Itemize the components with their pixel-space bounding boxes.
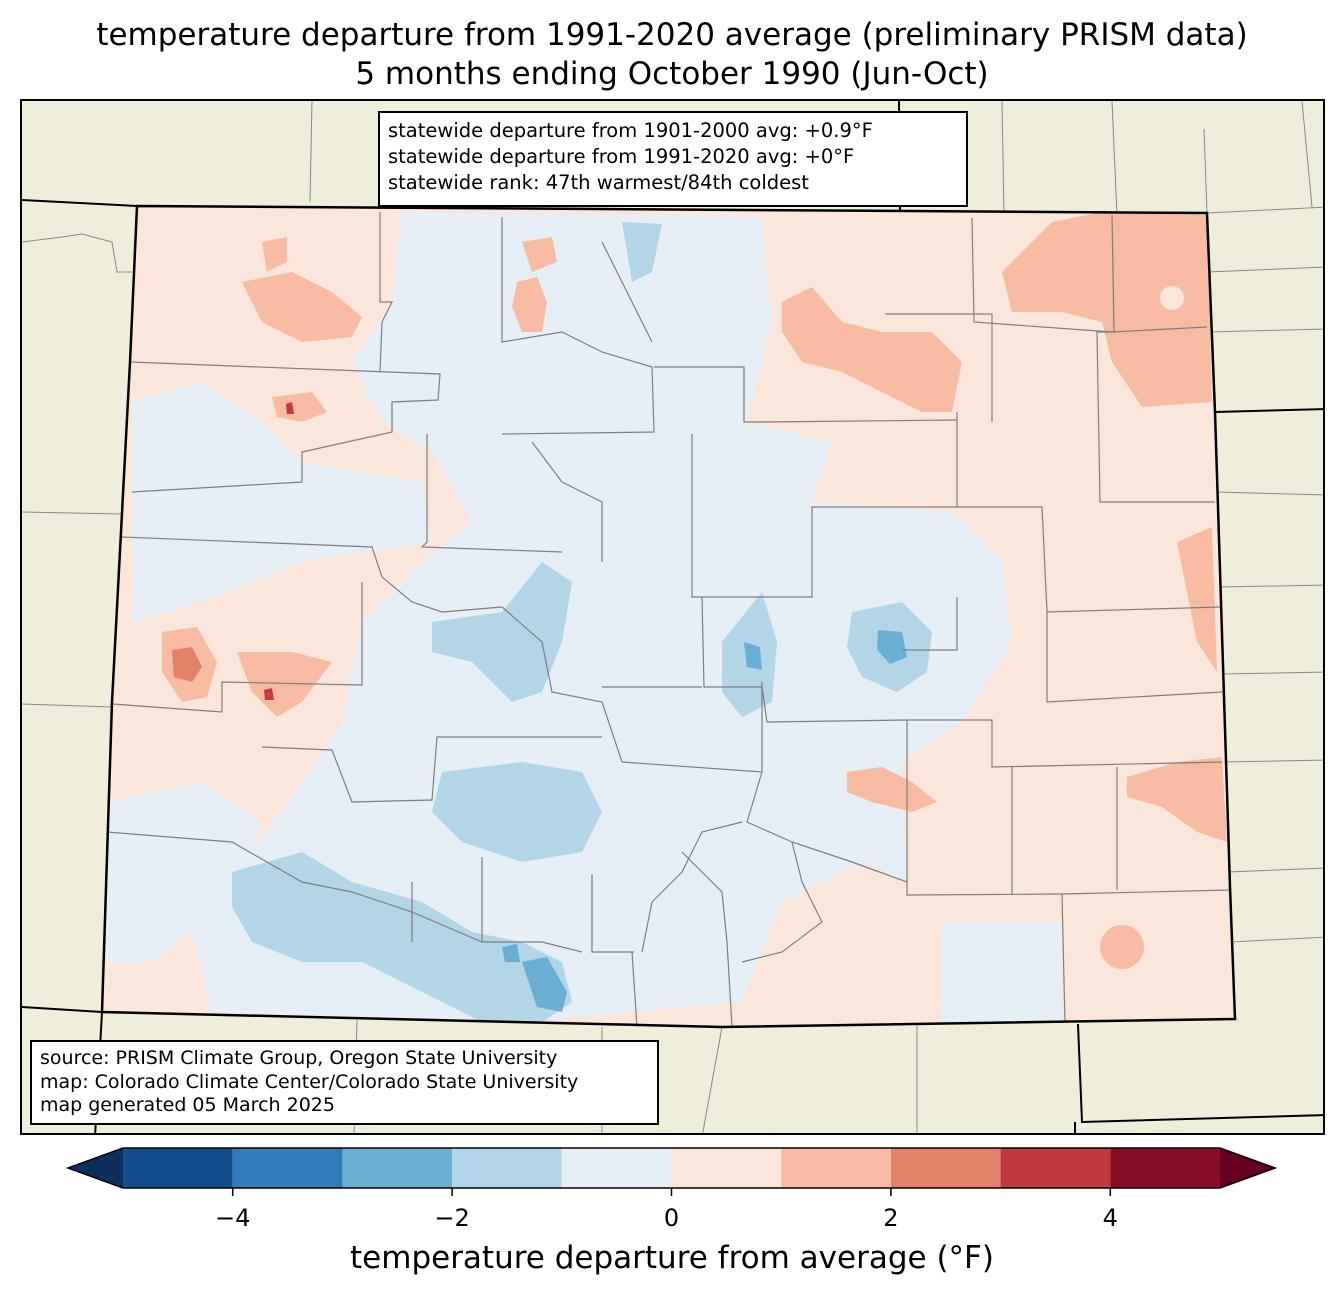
cool3-sw xyxy=(502,944,520,962)
generated-date-line: map generated 05 March 2025 xyxy=(40,1094,335,1116)
source-credit-box: source: PRISM Climate Group, Oregon Stat… xyxy=(30,1040,659,1125)
cool2-north xyxy=(622,222,662,282)
colorbar-tick-label: 2 xyxy=(883,1204,898,1232)
colorbar-outline xyxy=(65,1147,1278,1189)
warm3-nw xyxy=(286,402,294,414)
warm-ne1 xyxy=(782,287,962,412)
stats-departure-1901-2000: statewide departure from 1901-2000 avg: … xyxy=(388,119,873,142)
colorbar-ticks: −4 −2 0 2 4 xyxy=(215,1188,1118,1232)
colorbar-bin-6 xyxy=(781,1148,891,1188)
map-title-line1: temperature departure from 1991-2020 ave… xyxy=(96,17,1248,53)
warm-se3 xyxy=(1177,527,1217,672)
warm2-west xyxy=(172,647,202,682)
map-title-line2: 5 months ending October 1990 (Jun-Oct) xyxy=(355,56,989,92)
colorado-departure-map xyxy=(22,101,1323,1133)
warm-west-mid xyxy=(272,392,327,422)
statewide-stats-box: statewide departure from 1901-2000 avg: … xyxy=(378,111,968,207)
colorbar-bin-2 xyxy=(342,1148,453,1188)
colorbar-bin-1 xyxy=(232,1148,343,1188)
warm-ne2 xyxy=(1002,212,1212,407)
colorbar: −4 −2 0 2 4 xyxy=(65,1147,1278,1232)
cool-zone-central xyxy=(192,212,1012,1022)
warm-northwest1 xyxy=(242,272,362,342)
cool3-southeast-sj xyxy=(522,957,567,1012)
colorbar-bin-8 xyxy=(1000,1148,1111,1188)
warm-north xyxy=(512,277,547,332)
colorbar-bin-5 xyxy=(671,1148,782,1188)
colorbar-label: temperature departure from average (°F) xyxy=(350,1240,994,1276)
colorbar-bin-9 xyxy=(1110,1148,1220,1188)
stats-rank: statewide rank: 47th warmest/84th coldes… xyxy=(388,171,809,194)
cool2-sangre xyxy=(432,762,602,862)
colorado-border xyxy=(100,204,1237,1029)
colorbar-bin-0 xyxy=(123,1148,233,1188)
cool3-front xyxy=(744,642,762,670)
map-credit-line: map: Colorado Climate Center/Colorado St… xyxy=(40,1070,579,1093)
colorado-county-lines xyxy=(106,212,1231,1027)
cool-spot-ne xyxy=(1160,286,1184,310)
warm-west-valley2 xyxy=(237,652,332,717)
warm-se1 xyxy=(847,767,937,812)
cool2-central xyxy=(432,562,572,702)
colorbar-bin-4 xyxy=(561,1148,672,1188)
colorbar-over-triangle xyxy=(1220,1148,1275,1188)
map-panel xyxy=(20,99,1325,1135)
source-line: source: PRISM Climate Group, Oregon Stat… xyxy=(40,1047,558,1069)
colorbar-bins xyxy=(65,1147,1278,1189)
cool-zone-west xyxy=(132,382,432,622)
cool2-san-juan xyxy=(232,852,572,1022)
cool-zone-southeast xyxy=(942,922,1062,1022)
warm-north2 xyxy=(522,237,557,272)
cool-zone-southwest xyxy=(107,782,262,962)
colorbar-bin-3 xyxy=(452,1148,562,1188)
warm-se-spot xyxy=(1100,925,1144,969)
warm-northwest2 xyxy=(262,237,287,272)
colorbar-under-triangle xyxy=(68,1148,123,1188)
warm3-west xyxy=(264,688,274,700)
stats-departure-1991-2020: statewide departure from 1991-2020 avg: … xyxy=(388,145,855,168)
colorbar-tick-label: 4 xyxy=(1103,1204,1118,1232)
colorbar-tick-label: 0 xyxy=(664,1204,679,1232)
warm-se2 xyxy=(1127,757,1227,842)
colorbar-tick-label: −4 xyxy=(215,1204,250,1232)
departure-contours xyxy=(107,212,1227,1022)
cool3-plains xyxy=(877,630,907,664)
colorbar-tick-label: −2 xyxy=(434,1204,469,1232)
colorbar-bin-7 xyxy=(890,1148,1001,1188)
